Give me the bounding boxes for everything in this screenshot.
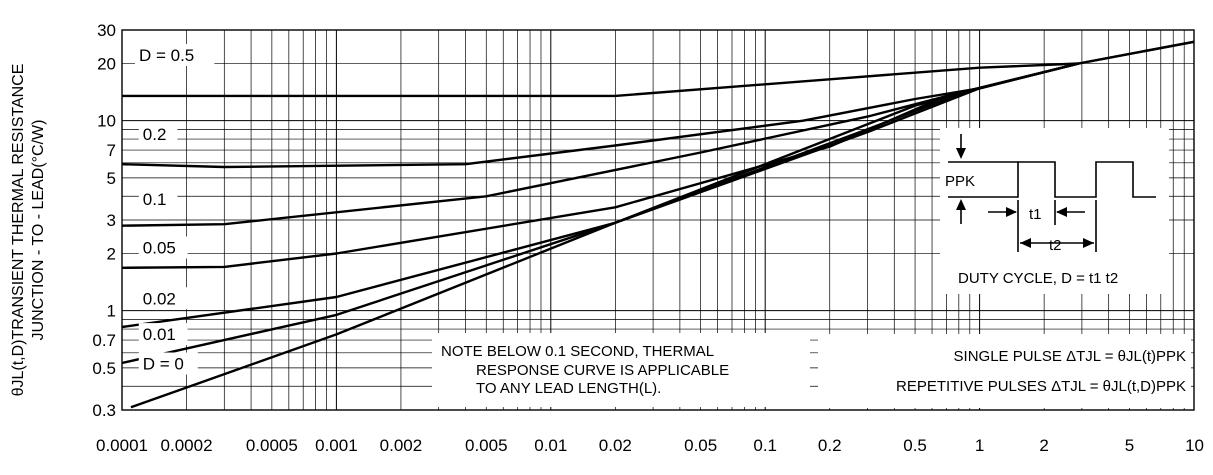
series-label-6: D = 0 [143,355,184,374]
x-tick-label: 0.002 [380,436,423,455]
series-line-6 [130,40,1195,409]
x-tick-label: 0.0001 [96,436,148,455]
x-tick-label: 0.2 [818,436,842,455]
x-tick-label: 0.5 [903,436,927,455]
note-line-1: NOTE BELOW 0.1 SECOND, THERMAL [441,343,714,360]
series-label-4: 0.02 [143,289,176,308]
x-tick-label: 0.001 [315,436,358,455]
x-tick-label: 0.0005 [246,436,298,455]
y-tick-label: 10 [97,112,116,131]
repetitive-pulses-formula: REPETITIVE PULSES ΔTJL = θJL(t,D)PPK [896,378,1186,395]
x-tick-label: 0.005 [465,436,508,455]
svg-text:SINGLE PULSE ΔTJL = θJL(t)PPK: SINGLE PULSE ΔTJL = θJL(t)PPK [954,348,1186,365]
tick-labels: 0.0001 0.0002 0.0005 0.001 0.002 0.005 0.01 0.0… [92,21,1204,455]
y-tick-label: 7 [107,141,116,160]
y-tick-label: 20 [97,54,116,73]
x-tick-label: 10 [1185,436,1204,455]
x-tick-label: 2 [1039,436,1048,455]
y-axis-title: θJL(t,D)TRANSIENT THERMAL RESISTANCE JUN… [10,64,47,397]
y-tick-label: 3 [107,211,116,230]
y-tick-label: 2 [107,244,116,263]
formula-box [818,334,1191,408]
y-tick-label: 5 [107,169,116,188]
note-line-3: TO ANY LEAD LENGTH(L). [476,380,661,397]
series-label-5: 0.01 [143,325,176,344]
x-tick-label: 5 [1125,436,1134,455]
note-box [432,333,810,407]
series-line-5 [121,62,1079,365]
x-tick-label: 0.02 [599,436,632,455]
t2-label: t2 [1049,237,1062,254]
pulse-diagram [948,134,1156,252]
series-labels: D = 0.5 0.2 0.1 0.05 0.02 0.01 D = 0 [134,44,215,375]
series-label-bg-3 [138,236,188,259]
series-label-bg-1 [138,123,178,146]
series-label-3: 0.05 [143,238,176,257]
series-label-2: 0.1 [143,190,167,209]
series-label-1: 0.2 [143,125,167,144]
x-tick-label: 0.1 [753,436,777,455]
series-label-bg-6 [138,352,198,375]
note-line-2: RESPONSE CURVE IS APPLICABLE [476,362,729,379]
svg-text:REPETITIVE PULSES ΔTJL = θJL(t: REPETITIVE PULSES ΔTJL = θJL(t,D)PPK [896,378,1186,395]
duty-cycle-label: DUTY CYCLE, D = t1 t2 [958,270,1118,287]
y-tick-label: 1 [107,302,116,321]
series-line-0 [122,40,1195,98]
x-tick-label: 0.01 [534,436,567,455]
series-label-bg-4 [138,287,188,310]
series-label-0: D = 0.5 [139,46,194,65]
x-tick-label: 1 [975,436,984,455]
y-tick-label: 0.7 [92,331,116,350]
x-tick-label: 0.0002 [161,436,213,455]
y-tick-label: 30 [97,21,116,40]
series-line-2 [121,62,1079,227]
y-axis-title-line-2: JUNCTION - TO - LEAD(°C/W) [30,120,47,341]
x-tick-label: 0.05 [684,436,717,455]
t1-label: t1 [1029,206,1042,223]
ppk-label: PPK [945,173,975,190]
series-label-bg-0 [134,44,215,67]
series-label-bg-2 [138,187,178,210]
series-line-1 [121,62,1079,169]
y-axis-title-line-1: θJL(t,D)TRANSIENT THERMAL RESISTANCE [10,64,27,397]
series-line-4 [121,62,1079,329]
plot-frame [121,29,1195,411]
curves [121,40,1195,409]
y-tick-label: 0.5 [92,359,116,378]
y-tick-label: 0.3 [92,401,116,420]
single-pulse-formula: SINGLE PULSE ΔTJL = θJL(t)PPK [954,348,1186,365]
series-label-bg-5 [138,323,188,346]
